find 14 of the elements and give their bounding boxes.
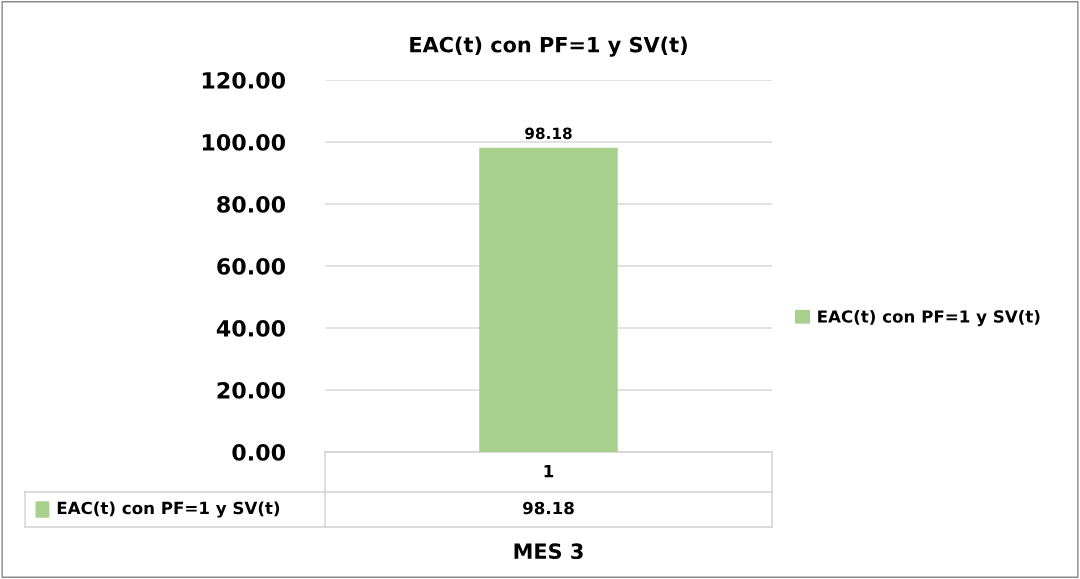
text: EAC(t) con PF=1 y SV(t)	[57, 501, 280, 518]
x-axis-title: MES 3	[514, 543, 583, 560]
y-tick-label: 60.00	[217, 257, 286, 275]
y-tick-label: 80.00	[217, 195, 286, 213]
x-tick-label: 1	[544, 465, 554, 478]
y-tick-label: 40.00	[216, 319, 286, 337]
legend-label: EAC(t) con PF=1 y SV(t)	[818, 309, 1040, 327]
y-tick-label: 0.00	[232, 443, 286, 461]
text: 98.18	[523, 501, 574, 515]
y-tick-label: 20.00	[217, 381, 286, 399]
data-label: 98.18	[525, 127, 572, 140]
y-tick-label: 100.00	[202, 133, 286, 151]
chart-title: EAC(t) con PF=1 y SV(t)	[410, 36, 687, 57]
y-tick-label: 120.00	[202, 71, 286, 89]
